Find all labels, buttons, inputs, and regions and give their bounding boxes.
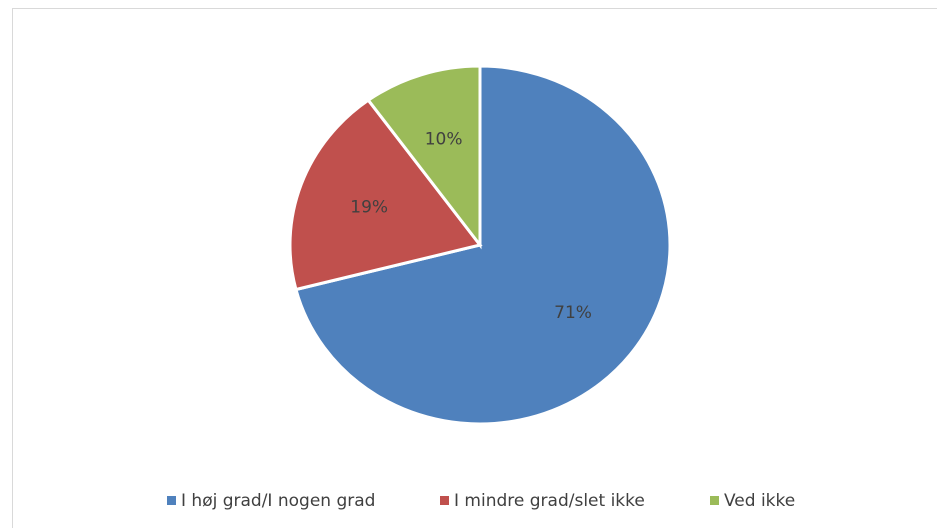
data-label: 71% <box>554 303 592 323</box>
legend-marker <box>167 496 176 505</box>
data-label: 10% <box>425 129 463 149</box>
pie-slice <box>294 64 672 426</box>
legend-label: I mindre grad/slet ikke <box>454 491 645 511</box>
legend-label: Ved ikke <box>724 491 795 511</box>
legend-label: I høj grad/I nogen grad <box>181 491 375 511</box>
pie-slice <box>366 64 482 250</box>
data-label: 19% <box>350 197 388 217</box>
legend-marker <box>440 496 449 505</box>
pie-slice <box>288 98 483 292</box>
legend-marker <box>710 496 719 505</box>
